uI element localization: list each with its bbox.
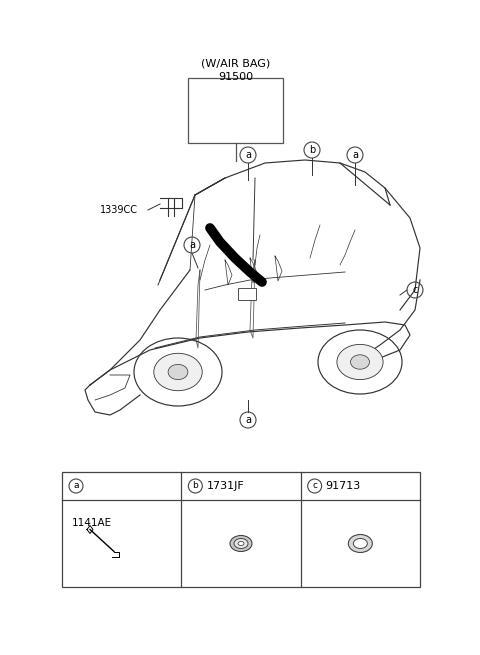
Text: a: a (245, 415, 251, 425)
Text: c: c (312, 481, 317, 491)
Text: a: a (352, 150, 358, 160)
Text: 91500: 91500 (218, 72, 253, 82)
Text: b: b (309, 145, 315, 155)
Ellipse shape (168, 364, 188, 380)
Bar (188, 78, 283, 143)
Text: a: a (189, 240, 195, 250)
Text: 1339CC: 1339CC (100, 205, 138, 215)
Text: c: c (412, 285, 418, 295)
Ellipse shape (350, 355, 370, 369)
Ellipse shape (353, 538, 367, 548)
Text: 91713: 91713 (325, 481, 361, 491)
Text: 1731JF: 1731JF (206, 481, 244, 491)
Bar (62, 472, 420, 587)
Ellipse shape (348, 534, 372, 553)
Text: a: a (245, 150, 251, 160)
Ellipse shape (234, 538, 248, 548)
Text: a: a (73, 481, 79, 491)
Ellipse shape (238, 542, 244, 546)
Ellipse shape (154, 353, 202, 390)
Text: 1141AE: 1141AE (72, 519, 112, 529)
Ellipse shape (230, 536, 252, 552)
Bar (238, 288, 256, 300)
Text: b: b (192, 481, 198, 491)
Text: (W/AIR BAG): (W/AIR BAG) (201, 58, 270, 68)
Ellipse shape (337, 345, 383, 380)
